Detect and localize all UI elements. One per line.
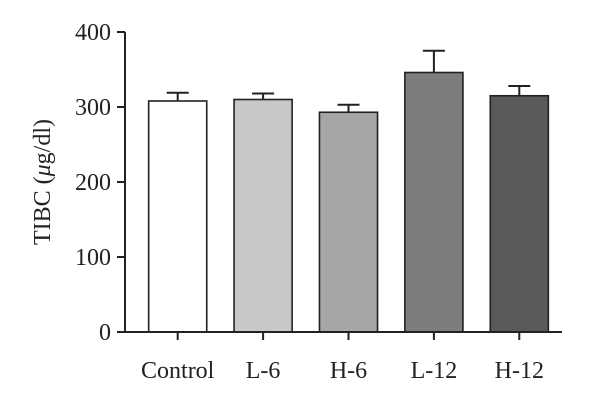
x-category-label: L-12 — [411, 358, 458, 384]
bar-l-12 — [404, 71, 464, 333]
x-category-label: L-6 — [246, 358, 281, 384]
x-categories-group: Control L-6 H-6 L-12 H-12 — [141, 332, 544, 384]
x-category-label: Control — [141, 358, 215, 384]
y-tick-label: 100 — [75, 245, 111, 271]
bar-control — [147, 100, 208, 333]
y-axis-label: TIBC (μg/dl) — [30, 119, 56, 245]
y-tick-label: 200 — [75, 170, 111, 196]
bars-group — [147, 49, 550, 333]
bar-l-6 — [233, 98, 293, 333]
x-category-label: H-12 — [495, 358, 544, 384]
y-ticks-group: 0 100 200 300 400 — [75, 20, 125, 346]
x-category-label: H-6 — [330, 358, 367, 384]
y-tick-label: 400 — [75, 20, 111, 46]
y-tick-label: 300 — [75, 95, 111, 121]
bar-h-6 — [318, 111, 379, 333]
y-tick-label: 0 — [99, 320, 111, 346]
bar-h-12 — [489, 94, 550, 333]
